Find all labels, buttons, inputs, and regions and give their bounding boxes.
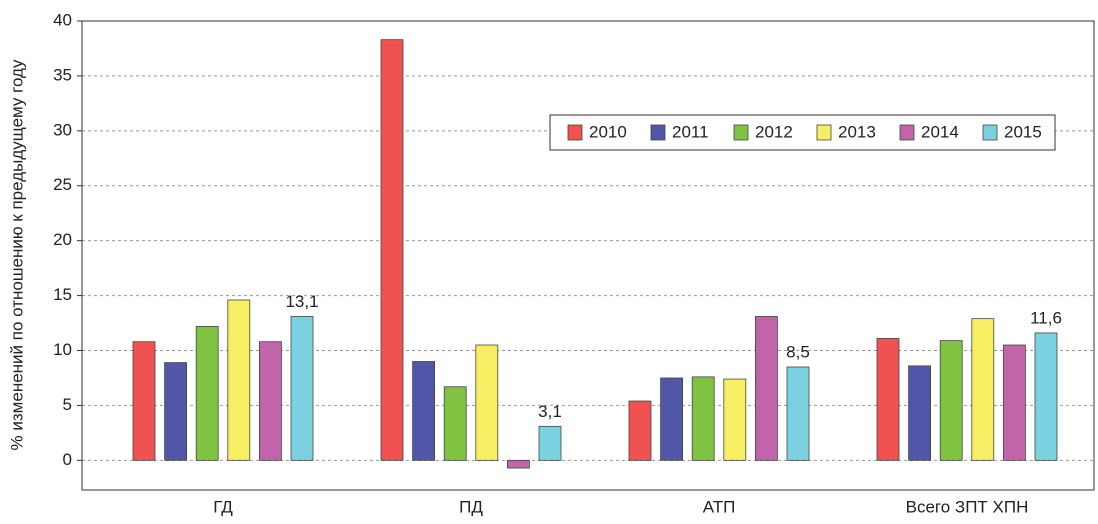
legend-swatch: [650, 124, 666, 141]
x-tick-label: Всего ЗПТ ХПН: [906, 497, 1029, 516]
bar: [939, 340, 963, 461]
x-tick-label: ПД: [459, 497, 483, 516]
legend-swatch: [816, 124, 832, 141]
y-tick-label: 30: [53, 120, 72, 139]
bar: [380, 39, 404, 461]
bar: [538, 425, 562, 461]
bar: [755, 316, 778, 461]
bar: [876, 338, 900, 461]
legend-label: 2011: [672, 122, 709, 141]
plot-frame: [81, 20, 1095, 491]
y-tick-label: 10: [53, 340, 72, 359]
bar: [475, 344, 499, 461]
legend-swatch: [899, 124, 915, 141]
bar: [227, 299, 251, 461]
legend-label: 2014: [921, 122, 959, 141]
y-tick-label: 0: [63, 450, 72, 469]
bar: [132, 341, 156, 461]
y-tick-label: 15: [53, 285, 72, 304]
bar: [691, 376, 715, 461]
bar: [908, 365, 931, 461]
data-label: 3,1: [538, 402, 562, 421]
legend-swatch: [567, 124, 583, 141]
legend-swatch: [982, 124, 998, 141]
bar: [786, 366, 810, 461]
bar: [164, 362, 188, 461]
y-tick-label: 25: [53, 175, 72, 194]
legend-label: 2012: [755, 122, 793, 141]
bar: [1034, 332, 1058, 461]
y-tick-label: 20: [53, 230, 72, 249]
bar: [290, 316, 314, 461]
y-tick-label: 35: [53, 65, 72, 84]
legend-box: [549, 114, 1056, 151]
bar: [195, 325, 219, 461]
data-label: 8,5: [786, 342, 810, 361]
bar: [506, 459, 530, 469]
y-axis-label: % изменений по отношению к предыдущему г…: [7, 59, 26, 450]
bar: [628, 400, 652, 461]
bar: [971, 318, 995, 461]
x-tick-label: АТП: [703, 497, 736, 516]
bar: [723, 378, 747, 461]
bar: [660, 377, 683, 461]
y-tick-label: 40: [53, 10, 72, 29]
bar: [443, 386, 467, 461]
legend-label: 2013: [838, 122, 876, 141]
y-tick-label: 5: [63, 395, 72, 414]
data-label: 11,6: [1030, 308, 1062, 327]
bar: [412, 361, 436, 461]
bar: [1003, 344, 1026, 461]
bar: [258, 341, 282, 461]
x-tick-label: ГД: [213, 497, 233, 516]
data-label: 13,1: [285, 292, 318, 311]
legend-swatch: [733, 124, 749, 141]
legend-label: 2015: [1004, 122, 1042, 141]
legend-label: 2010: [589, 122, 627, 141]
